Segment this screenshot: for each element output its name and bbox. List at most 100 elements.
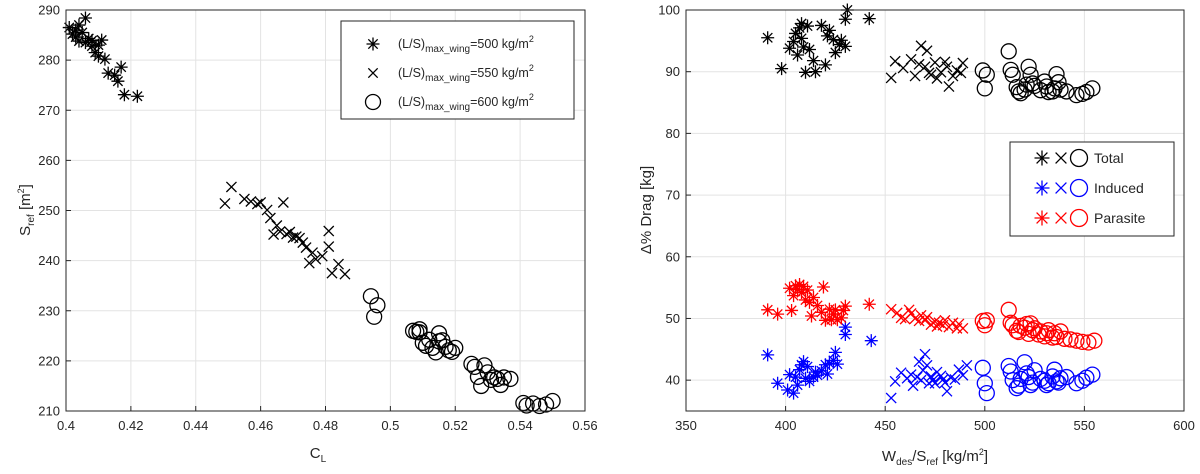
right-point-asterisk — [808, 365, 822, 379]
right-point-x — [885, 303, 897, 315]
left-point-asterisk — [72, 18, 86, 32]
right-point-asterisk — [785, 303, 799, 317]
right-point-asterisk — [781, 383, 795, 397]
right-point-asterisk — [808, 65, 822, 79]
right-point-x — [949, 374, 961, 386]
left-y-tick-label: 230 — [38, 303, 60, 318]
right-point-circle — [1004, 372, 1021, 389]
right-data-marks — [761, 3, 1103, 404]
right-y-tick-label: 40 — [666, 373, 680, 388]
right-point-x — [941, 385, 953, 397]
legend-marker-parasite-asterisk — [1034, 210, 1050, 226]
right-point-x — [957, 322, 969, 334]
legend-entry-550: (L/S)max_wing=550 kg/m2 — [398, 63, 534, 84]
right-point-x — [915, 374, 927, 386]
right-point-circle — [1000, 43, 1017, 60]
right-point-circle — [1046, 325, 1063, 342]
right-axes-frame — [685, 9, 1185, 412]
left-y-tick-label: 260 — [38, 153, 60, 168]
left-point-circle — [544, 392, 561, 410]
left-point-x — [264, 212, 276, 224]
left-point-x — [255, 196, 267, 208]
right-point-asterisk — [795, 17, 809, 31]
right-point-x — [929, 377, 941, 389]
right-point-asterisk — [836, 303, 850, 317]
left-point-x — [251, 198, 263, 210]
right-point-circle — [1086, 332, 1103, 349]
right-point-asterisk — [828, 303, 842, 317]
left-point-circle — [369, 297, 386, 314]
right-point-asterisk — [789, 279, 803, 293]
right-point-asterisk — [761, 348, 775, 362]
right-point-asterisk — [797, 40, 811, 54]
right-point-asterisk — [783, 281, 797, 295]
right-point-asterisk — [822, 23, 836, 37]
right-point-circle — [1056, 330, 1073, 347]
right-point-asterisk — [862, 12, 876, 26]
left-point-circle — [492, 376, 509, 394]
right-y-tick-label: 70 — [666, 188, 680, 203]
right-point-asterisk — [806, 290, 820, 304]
right-point-x — [947, 70, 959, 82]
left-point-x — [323, 241, 335, 253]
right-x-tick-label: 600 — [1173, 418, 1195, 433]
right-point-asterisk — [783, 368, 797, 382]
right-point-circle — [1018, 365, 1035, 382]
left-point-circle — [411, 321, 428, 338]
right-point-circle — [1048, 373, 1065, 390]
right-point-x — [921, 311, 933, 323]
right-legend-markers — [1034, 148, 1089, 228]
left-point-x — [294, 232, 306, 244]
legend-entry-total: Total — [1094, 150, 1124, 166]
right-point-asterisk — [775, 62, 789, 76]
right-point-circle — [1000, 301, 1017, 318]
left-point-circle — [482, 371, 500, 389]
right-point-asterisk — [838, 39, 852, 53]
left-legend-markers — [364, 37, 382, 111]
right-point-x — [953, 364, 965, 376]
right-point-x — [931, 72, 943, 84]
right-point-x — [919, 314, 931, 326]
left-x-tick-label: 0.5 — [381, 418, 399, 433]
right-point-circle — [1012, 85, 1029, 102]
right-point-circle — [1044, 368, 1061, 385]
right-point-asterisk — [814, 364, 828, 378]
right-point-circle — [1052, 81, 1069, 98]
right-point-asterisk — [793, 21, 807, 35]
left-point-circle — [476, 357, 493, 374]
right-point-x — [889, 375, 901, 387]
right-y-tick-label: 80 — [666, 126, 680, 141]
right-point-circle — [1080, 334, 1097, 351]
right-point-circle — [1068, 332, 1085, 349]
right-x-tick-label: 350 — [675, 418, 697, 433]
right-point-asterisk — [826, 307, 840, 321]
right-point-circle — [1074, 372, 1091, 389]
left-point-asterisk — [101, 66, 115, 80]
right-x-tick-label: 450 — [874, 418, 896, 433]
right-point-circle — [976, 80, 993, 97]
left-point-x — [339, 268, 351, 280]
legend-marker-parasite-circle — [1069, 208, 1089, 228]
left-y-axis-label: Sref [m2] — [16, 184, 37, 236]
legend-marker-induced-asterisk — [1034, 180, 1050, 196]
right-point-circle — [1074, 333, 1091, 351]
right-point-circle — [1084, 366, 1101, 383]
right-point-asterisk — [791, 48, 805, 62]
right-point-asterisk — [803, 295, 817, 309]
right-point-asterisk — [838, 320, 852, 334]
right-point-x — [915, 40, 927, 52]
right-point-x — [919, 348, 931, 360]
left-x-axis-label: CL — [310, 445, 327, 465]
right-point-circle — [1062, 331, 1079, 348]
right-y-tick-label: 90 — [666, 64, 680, 79]
left-point-asterisk — [117, 88, 131, 102]
right-point-asterisk — [799, 293, 813, 307]
right-point-asterisk — [834, 311, 848, 325]
right-point-asterisk — [793, 278, 807, 292]
legend-marker-total-asterisk — [1034, 150, 1050, 166]
right-point-circle — [1044, 83, 1061, 100]
left-point-x — [261, 204, 273, 216]
left-y-tick-label: 270 — [38, 103, 60, 118]
right-point-x — [903, 304, 915, 316]
right-point-x — [939, 377, 951, 389]
